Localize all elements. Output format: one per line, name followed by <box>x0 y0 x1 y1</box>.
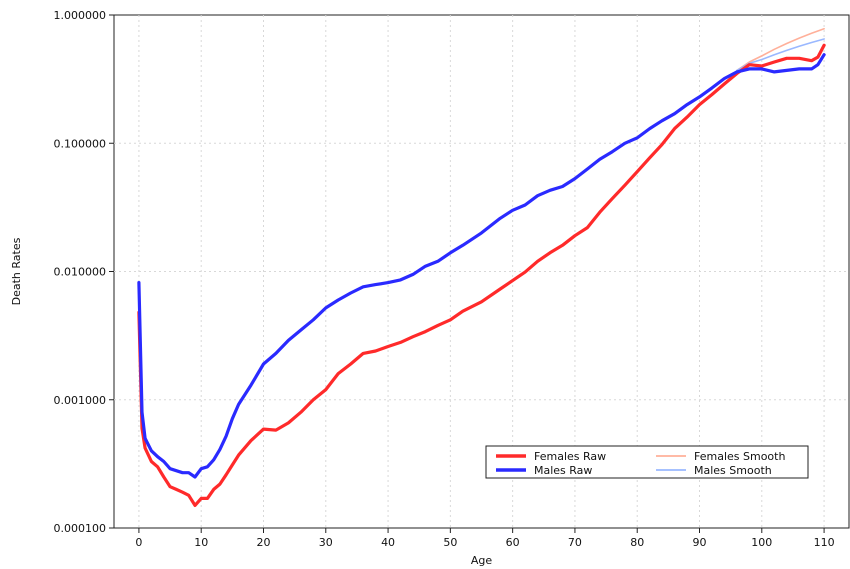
series-line-females-raw <box>137 43 826 507</box>
x-tick-label: 110 <box>814 536 835 549</box>
legend-label-males-raw: Males Raw <box>534 464 592 477</box>
legend-box <box>485 445 809 479</box>
x-axis-title: Age <box>471 554 493 567</box>
x-tick-label: 30 <box>319 536 333 549</box>
x-tick-label: 40 <box>381 536 395 549</box>
series-line-females-smooth <box>736 27 825 72</box>
x-tick-label: 10 <box>194 536 208 549</box>
x-tick-label: 50 <box>443 536 457 549</box>
plot-area <box>113 14 850 529</box>
series-layer <box>137 27 826 507</box>
legend-label-females-smooth: Females Smooth <box>694 450 785 463</box>
y-tick-label: 0.010000 <box>54 266 107 279</box>
x-tick-label: 70 <box>568 536 582 549</box>
legend-label-females-raw: Females Raw <box>534 450 606 463</box>
axes: 0 10 20 30 40 50 60 70 80 90 100 110 0.000100 0.00100… <box>54 9 835 549</box>
x-tick-label: 20 <box>256 536 270 549</box>
grid <box>114 15 849 528</box>
y-axis-title: Death Rates <box>10 237 23 305</box>
series-line-males-raw <box>137 53 826 479</box>
y-tick-label: 0.001000 <box>54 394 107 407</box>
x-tick-label: 0 <box>135 536 142 549</box>
legend: Females Raw Females Smooth Males Raw Males … <box>485 445 809 479</box>
x-tick-label: 60 <box>506 536 520 549</box>
legend-label-males-smooth: Males Smooth <box>694 464 772 477</box>
y-tick-label: 0.100000 <box>54 137 107 150</box>
x-tick-label: 90 <box>693 536 707 549</box>
y-tick-label: 0.000100 <box>54 522 107 535</box>
x-tick-label: 80 <box>630 536 644 549</box>
series-line-males-smooth <box>736 38 825 72</box>
x-tick-label: 100 <box>751 536 772 549</box>
y-tick-label: 1.000000 <box>54 9 107 22</box>
